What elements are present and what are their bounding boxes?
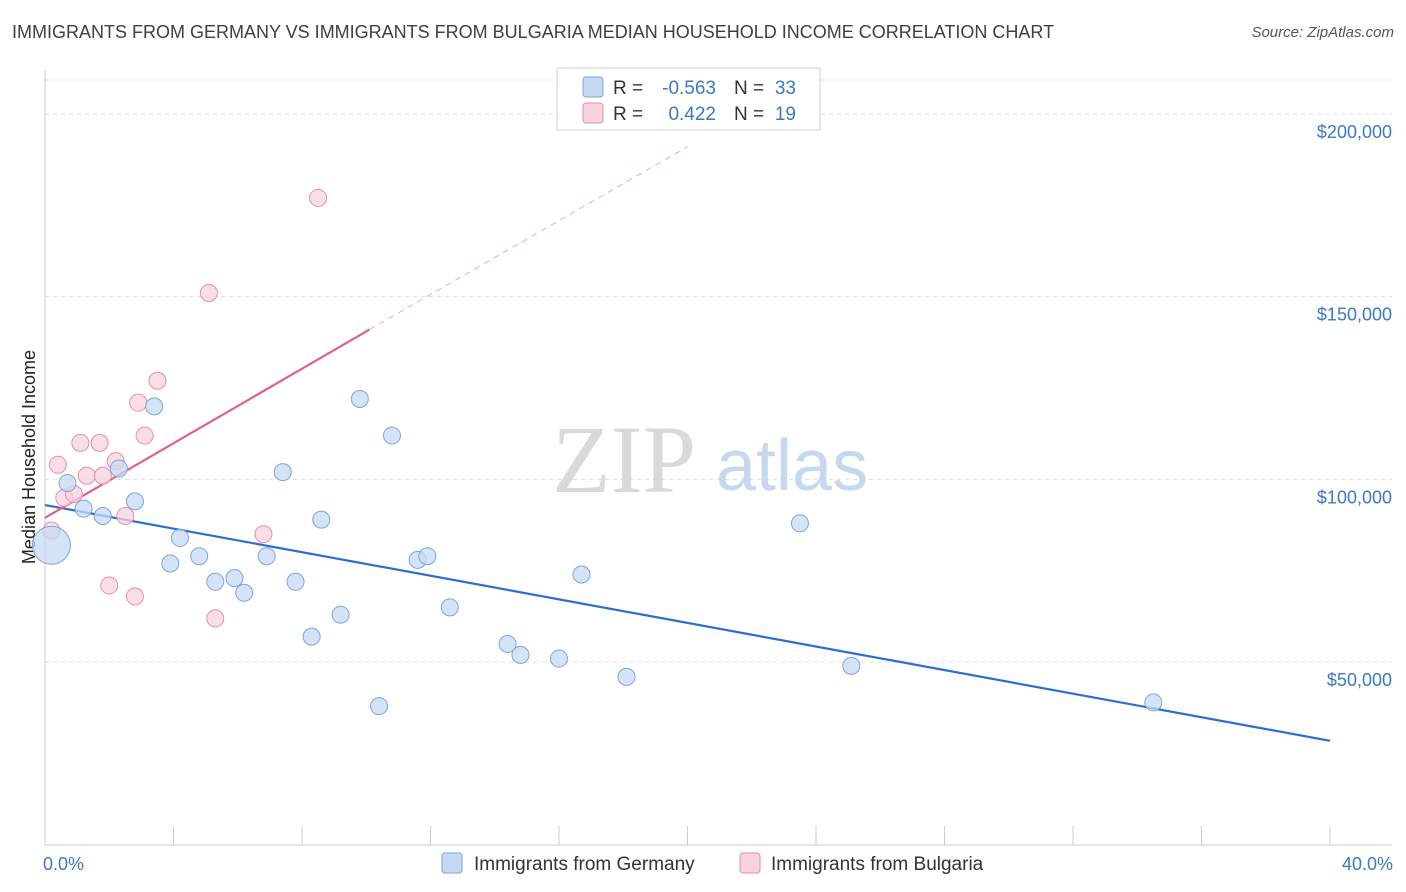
germany-point: [418, 547, 437, 566]
germany-point: [617, 667, 636, 686]
y-ticks: $50,000 $100,000 $150,000 $200,000: [1317, 122, 1392, 690]
germany-point: [58, 474, 77, 493]
x-tick-label-min: 0.0%: [43, 854, 84, 874]
germany-point: [74, 499, 93, 518]
chart-title: IMMIGRANTS FROM GERMANY VS IMMIGRANTS FR…: [12, 22, 1055, 42]
germany-point: [572, 565, 591, 584]
germany-point: [206, 572, 225, 591]
germany-point: [331, 605, 350, 624]
germany-point: [257, 547, 276, 566]
germany-point: [109, 459, 128, 478]
x-ticks: 0.0% 40.0%: [43, 826, 1393, 874]
bulgaria-point: [100, 576, 119, 595]
germany-point: [498, 634, 517, 653]
germany-point: [312, 510, 331, 529]
bulgaria-point: [199, 283, 218, 302]
legend-top-germany-r-value: -0.563: [662, 78, 716, 99]
bulgaria-point: [135, 426, 154, 445]
legend-top: R = -0.563 N = 33 R = 0.422 N = 19: [556, 67, 821, 131]
germany-point: [125, 492, 144, 511]
bulgaria-point: [90, 433, 109, 452]
germany-point: [225, 569, 244, 588]
legend-bulgaria-swatch: [739, 852, 761, 874]
bulgaria-trend-extension: [369, 146, 688, 330]
y-tick-label: $200,000: [1317, 122, 1392, 142]
germany-point: [145, 397, 164, 416]
bulgaria-point: [125, 587, 144, 606]
germany-point: [170, 528, 189, 547]
bulgaria-point: [48, 455, 67, 474]
y-axis-label: Median Household Income: [19, 350, 39, 564]
bulgaria-point: [71, 433, 90, 452]
bulgaria-point: [116, 506, 135, 525]
legend-top-bulgaria-swatch: [582, 102, 604, 124]
germany-point: [350, 390, 369, 409]
axis-layer: [44, 70, 1392, 846]
x-tick-label-max: 40.0%: [1342, 854, 1393, 874]
germany-point: [190, 547, 209, 566]
germany-trend-line: [44, 503, 1331, 742]
germany-point: [235, 583, 254, 602]
legend-top-bulgaria-n-value: 19: [775, 104, 796, 125]
germany-point: [440, 598, 459, 617]
legend-top-bulgaria-r-label: R =: [613, 104, 643, 125]
germany-point: [550, 649, 568, 668]
bulgaria-point: [129, 393, 148, 412]
legend-germany-swatch: [441, 852, 463, 874]
germany-point: [161, 554, 180, 573]
bulgaria-point: [93, 466, 112, 485]
germany-point: [286, 572, 305, 591]
bulgaria-point: [309, 188, 328, 207]
germany-point: [93, 506, 112, 525]
bulgaria-point: [148, 371, 167, 390]
germany-point: [31, 525, 71, 565]
germany-point: [302, 627, 321, 646]
legend-top-bulgaria-r-value: 0.422: [668, 104, 716, 125]
germany-point: [790, 514, 809, 533]
grid-layer: [45, 79, 1392, 663]
bulgaria-point: [77, 466, 96, 485]
legend-bottom: Immigrants from Germany Immigrants from …: [441, 852, 984, 875]
germany-point: [273, 463, 292, 482]
legend-top-germany-r-label: R =: [613, 78, 643, 99]
legend-germany-label: Immigrants from Germany: [474, 854, 695, 875]
watermark-zip: ZIP: [552, 406, 696, 513]
germany-point: [842, 656, 861, 675]
watermark-atlas: atlas: [716, 426, 868, 506]
y-tick-label: $150,000: [1317, 305, 1392, 325]
watermark: ZIP atlas: [552, 406, 868, 513]
bulgaria-point: [206, 609, 225, 628]
legend-bulgaria-label: Immigrants from Bulgaria: [771, 854, 984, 875]
bulgaria-trend-line: [44, 328, 371, 519]
legend-top-germany-n-label: N =: [734, 78, 764, 99]
y-tick-label: $100,000: [1317, 487, 1392, 507]
legend-top-bulgaria-n-label: N =: [734, 104, 764, 125]
germany-point: [382, 426, 401, 445]
germany-point: [511, 645, 530, 664]
germany-point: [1144, 693, 1163, 712]
points-layer: [31, 188, 1163, 716]
legend-top-germany-swatch: [582, 76, 604, 98]
bulgaria-point: [254, 525, 273, 544]
legend-top-germany-n-value: 33: [775, 78, 796, 99]
germany-point: [370, 697, 389, 716]
chart-source: Source: ZipAtlas.com: [1251, 24, 1394, 41]
trend-layer: [44, 146, 1331, 742]
y-tick-label: $50,000: [1327, 670, 1392, 690]
